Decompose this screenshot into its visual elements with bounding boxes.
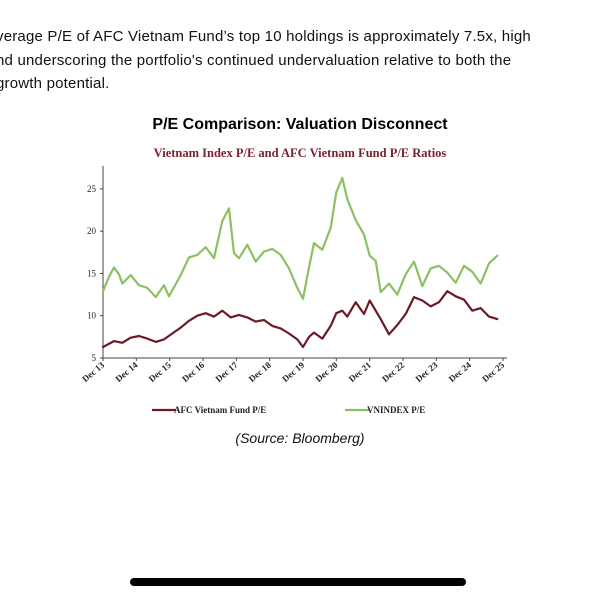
afc-fund-pe-line xyxy=(101,290,499,349)
y-tick-label: 5 xyxy=(92,353,97,363)
x-tick-label: Dec 17 xyxy=(213,360,240,385)
y-tick-label: 10 xyxy=(87,311,97,321)
x-tick-label: Dec 18 xyxy=(247,360,274,385)
vnindex-pe-line xyxy=(101,176,499,300)
x-tick-label: Dec 16 xyxy=(180,360,207,385)
x-tick-label: Dec 13 xyxy=(80,360,107,385)
legend-label: VNINDEX P/E xyxy=(367,405,425,415)
article-line: nd underscoring the portfolio's continue… xyxy=(0,52,512,69)
x-tick-label: Dec 23 xyxy=(413,360,440,385)
article-line: verage P/E of AFC Vietnam Fund’s top 10 … xyxy=(0,28,531,45)
x-tick-label: Dec 25 xyxy=(480,360,507,385)
y-tick-label: 25 xyxy=(87,184,97,194)
chart-title: P/E Comparison: Valuation Disconnect xyxy=(152,116,448,133)
x-tick-label: Dec 24 xyxy=(447,360,474,385)
y-tick-label: 20 xyxy=(87,226,97,236)
article-line: growth potential. xyxy=(0,75,110,92)
legend-label: AFC Vietnam Fund P/E xyxy=(174,405,266,415)
x-tick-label: Dec 21 xyxy=(347,360,374,385)
home-indicator[interactable] xyxy=(130,578,466,586)
x-tick-label: Dec 14 xyxy=(113,360,140,385)
x-tick-label: Dec 19 xyxy=(280,360,307,385)
x-tick-label: Dec 20 xyxy=(313,360,340,385)
x-tick-label: Dec 15 xyxy=(147,360,174,385)
chart-subtitle: Vietnam Index P/E and AFC Vietnam Fund P… xyxy=(153,146,447,160)
x-tick-label: Dec 22 xyxy=(380,360,407,385)
source-caption: (Source: Bloomberg) xyxy=(235,430,365,446)
y-tick-label: 15 xyxy=(87,268,97,278)
